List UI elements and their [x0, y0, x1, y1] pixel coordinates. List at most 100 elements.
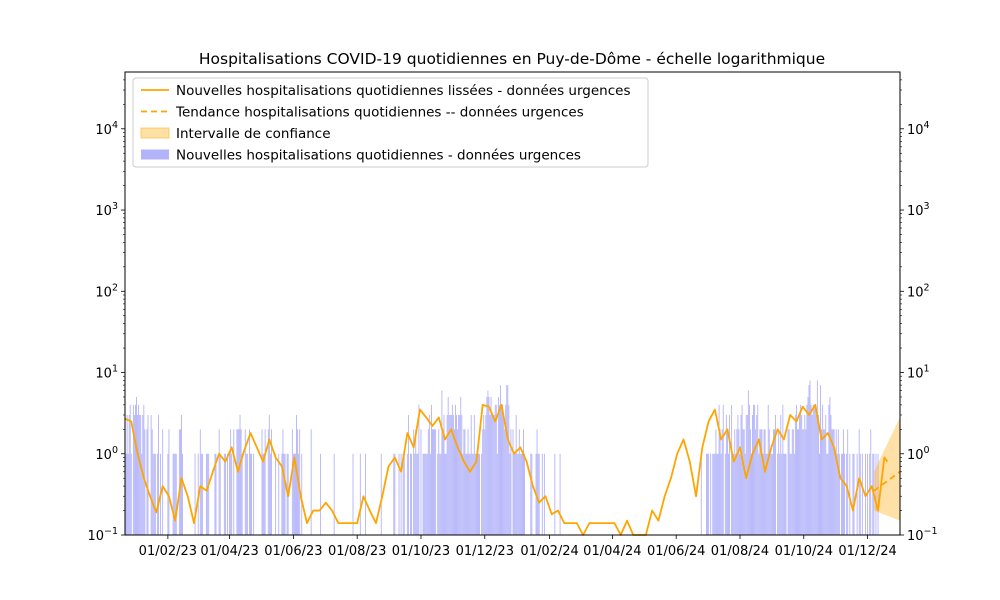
daily-bar	[214, 453, 216, 535]
daily-bar	[486, 396, 488, 535]
daily-bar	[832, 429, 834, 535]
daily-bar	[519, 453, 521, 535]
daily-bar	[503, 414, 505, 535]
daily-bar	[462, 453, 464, 535]
daily-bar	[438, 429, 440, 535]
daily-bar	[537, 453, 539, 535]
daily-bar	[516, 453, 518, 535]
daily-bar	[509, 453, 511, 535]
daily-bar	[523, 429, 524, 535]
daily-bar	[835, 429, 837, 535]
daily-bar	[282, 429, 284, 535]
daily-bar	[798, 429, 799, 535]
daily-bar	[261, 429, 263, 535]
daily-bar	[147, 414, 149, 535]
daily-bar	[756, 414, 758, 535]
daily-bar	[162, 429, 164, 535]
daily-bar	[208, 453, 210, 535]
daily-bar	[802, 429, 804, 535]
daily-bar	[494, 404, 496, 535]
daily-bar	[182, 453, 183, 535]
daily-bar	[439, 453, 441, 535]
daily-bar	[498, 404, 500, 535]
daily-bar	[722, 404, 724, 535]
daily-bar	[433, 429, 434, 535]
daily-bar	[830, 414, 832, 535]
x-tick-label: 01/04/23	[200, 544, 258, 559]
daily-bar	[125, 453, 127, 535]
daily-bar	[299, 429, 301, 535]
daily-bar	[445, 453, 447, 535]
daily-bar	[731, 404, 733, 535]
daily-bar	[831, 429, 833, 535]
daily-bar	[853, 453, 855, 535]
daily-bar	[244, 429, 246, 535]
daily-bar	[278, 453, 280, 535]
daily-bar	[284, 453, 286, 535]
daily-bar	[738, 429, 740, 535]
daily-bar	[215, 453, 217, 535]
daily-bar	[721, 429, 723, 535]
daily-bar	[733, 453, 735, 535]
daily-bar	[788, 429, 790, 535]
daily-bar	[744, 453, 746, 535]
daily-bar	[761, 429, 763, 535]
daily-bar	[770, 453, 772, 535]
daily-bar	[238, 429, 240, 535]
daily-bar	[769, 453, 771, 535]
daily-bar	[497, 396, 499, 535]
daily-bar	[129, 404, 131, 535]
daily-bar	[448, 414, 450, 535]
daily-bar	[126, 414, 128, 535]
daily-bar	[514, 453, 516, 535]
y-tick-label-right: 100	[907, 445, 930, 463]
daily-bar	[794, 414, 796, 535]
y-tick-label-left: 10−1	[87, 526, 118, 544]
daily-bar	[837, 429, 839, 535]
x-tick-label: 01/02/23	[139, 544, 197, 559]
daily-bar	[484, 429, 486, 535]
daily-bar	[543, 453, 545, 535]
daily-bar	[425, 453, 427, 535]
daily-bar	[206, 453, 208, 535]
x-tick-label: 01/06/23	[264, 544, 322, 559]
daily-bar	[766, 453, 768, 535]
daily-bar	[734, 429, 736, 535]
daily-bar	[281, 453, 283, 535]
daily-bar	[842, 453, 843, 535]
daily-bar	[500, 385, 501, 535]
daily-bar	[168, 429, 170, 535]
daily-bar	[437, 453, 439, 535]
daily-bar	[823, 429, 825, 535]
daily-bar	[241, 453, 243, 535]
y-tick-label-right: 10−1	[907, 526, 938, 544]
daily-bar	[787, 429, 789, 535]
daily-bar	[469, 453, 471, 535]
daily-bar	[720, 453, 722, 535]
daily-bar	[173, 453, 175, 535]
daily-bar	[870, 429, 872, 535]
daily-bar	[849, 453, 851, 535]
daily-bar	[441, 390, 443, 535]
legend-box	[132, 77, 649, 168]
daily-bar	[759, 429, 761, 535]
daily-bar	[132, 404, 134, 535]
daily-bar	[715, 429, 717, 535]
daily-bar	[199, 429, 201, 535]
daily-bar	[520, 453, 522, 535]
daily-bar	[813, 404, 815, 535]
daily-bar	[810, 404, 812, 535]
daily-bar	[807, 396, 809, 535]
daily-bar	[512, 429, 514, 535]
daily-bar	[804, 414, 806, 535]
y-tick-label-right: 103	[907, 201, 930, 219]
daily-bar	[483, 414, 485, 535]
daily-bar	[799, 414, 801, 535]
daily-bar	[477, 453, 478, 535]
daily-bar	[475, 453, 477, 535]
daily-bar	[775, 414, 776, 535]
y-tick-label-right: 104	[907, 120, 930, 138]
legend-label: Intervalle de confiance	[176, 126, 331, 142]
